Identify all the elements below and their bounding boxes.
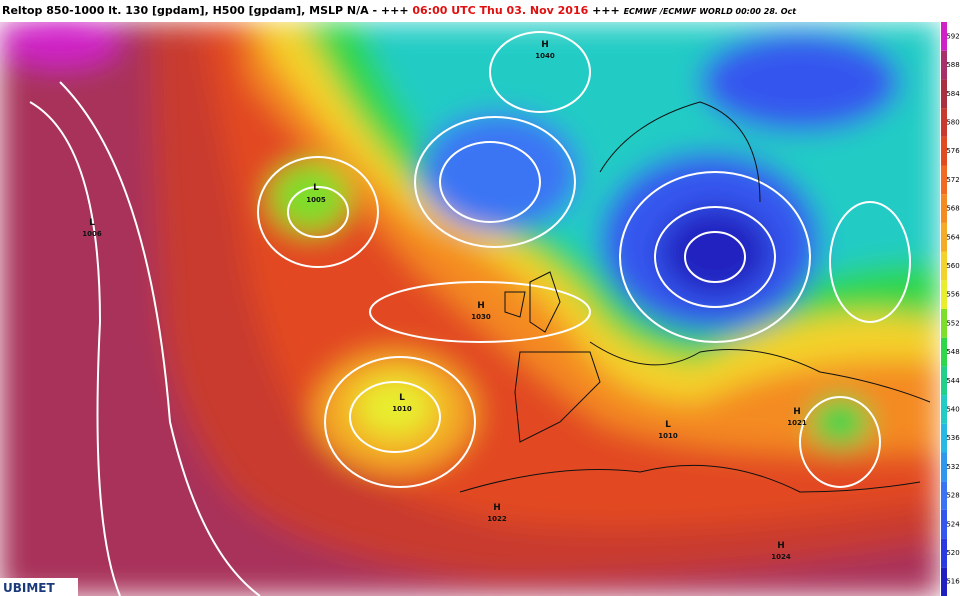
- pressure-value: 1006: [82, 230, 102, 238]
- pressure-kind: L: [89, 218, 95, 228]
- header-text: +++: [588, 4, 624, 17]
- pressure-kind: H: [477, 301, 485, 311]
- colorbar-label: 536: [946, 434, 960, 442]
- pressure-value: 1030: [471, 313, 491, 321]
- colorbar-swatch: [941, 251, 947, 281]
- pressure-value: 1010: [658, 432, 678, 440]
- colorbar-swatch: [941, 22, 947, 51]
- pressure-kind: H: [777, 541, 785, 551]
- pressure-kind: L: [313, 183, 319, 193]
- colorbar-swatch: [941, 423, 947, 453]
- pressure-kind: H: [493, 503, 501, 513]
- pressure-value: 1024: [771, 553, 791, 561]
- logo-text: UBIMET: [3, 581, 55, 595]
- colorbar-swatch: [941, 309, 947, 338]
- pressure-centers: H 1040 L 1005 L 1006 H 1030 L 1010 H 1021 H 102…: [82, 40, 807, 561]
- logo: UBIMET: [0, 578, 78, 596]
- colorbar-swatch: [941, 108, 947, 137]
- colorbar-label: 540: [946, 405, 959, 413]
- colorbar-swatch: [941, 222, 947, 252]
- isobars: [29, 31, 911, 596]
- pressure-kind: L: [399, 393, 405, 403]
- pressure-value: 1005: [306, 196, 326, 204]
- colorbar-label: 524: [946, 520, 960, 528]
- colorbar-swatch: [941, 509, 947, 539]
- pressure-value: 1040: [535, 52, 555, 60]
- pressure-value: 1010: [392, 405, 412, 413]
- colorbar-swatch: [941, 165, 947, 195]
- colorbar-label: 556: [946, 291, 960, 299]
- colorbar-label: 564: [946, 233, 960, 241]
- header-time: 06:00 UTC Thu 03. Nov 2016: [412, 4, 589, 17]
- colorbar-swatch: [941, 280, 947, 309]
- header-text: Reltop 850-1000 lt. 130 [gpdam], H500 [g…: [2, 4, 413, 17]
- colorbar-label: 588: [946, 61, 959, 69]
- colorbar-swatch: [941, 194, 947, 223]
- colorbar-swatch: [941, 337, 947, 367]
- colorbar-label: 572: [946, 176, 959, 184]
- colorbar-label: 548: [946, 348, 959, 356]
- colorbar-swatch: [941, 481, 947, 510]
- colorbar-label: 544: [946, 377, 960, 385]
- header: Reltop 850-1000 lt. 130 [gpdam], H500 [g…: [0, 0, 960, 22]
- pressure-kind: H: [541, 40, 549, 50]
- colorbar-label: 560: [946, 262, 959, 270]
- header-model: ECMWF /ECMWF WORLD 00:00 28. Oct: [623, 7, 797, 16]
- colorbar-label: 580: [946, 118, 959, 126]
- colorbar-swatch: [941, 79, 947, 109]
- map: H 1040 L 1005 L 1006 H 1030 L 1010 H 1021 H 102…: [0, 22, 960, 596]
- colorbar-label: 584: [946, 90, 960, 98]
- colorbar-label: 528: [946, 492, 959, 500]
- pressure-value: 1022: [487, 515, 507, 523]
- colorbar-label: 532: [946, 463, 959, 471]
- pressure-value: 1021: [787, 419, 807, 427]
- colorbar-swatch: [941, 538, 947, 568]
- colorbar-swatch: [941, 395, 947, 424]
- pressure-kind: L: [665, 420, 671, 430]
- colorbar-label: 568: [946, 205, 959, 213]
- colorbar-label: 552: [946, 319, 959, 327]
- colorbar: 516 520 524 528 532 536 540 544 548 552 556 560 564 5…: [940, 22, 960, 596]
- colorbar-label: 576: [946, 147, 960, 155]
- colorbar-label: 520: [946, 549, 959, 557]
- colorbar-swatch: [941, 136, 947, 166]
- colorbar-label: 516: [946, 578, 960, 586]
- pressure-kind: H: [793, 407, 801, 417]
- colorbar-swatch: [941, 366, 947, 396]
- colorbar-swatch: [941, 567, 947, 596]
- coast: [459, 101, 931, 493]
- colorbar-swatch: [941, 452, 947, 482]
- field: [0, 22, 940, 596]
- colorbar-swatch: [941, 50, 947, 80]
- colorbar-label: 592: [946, 32, 959, 40]
